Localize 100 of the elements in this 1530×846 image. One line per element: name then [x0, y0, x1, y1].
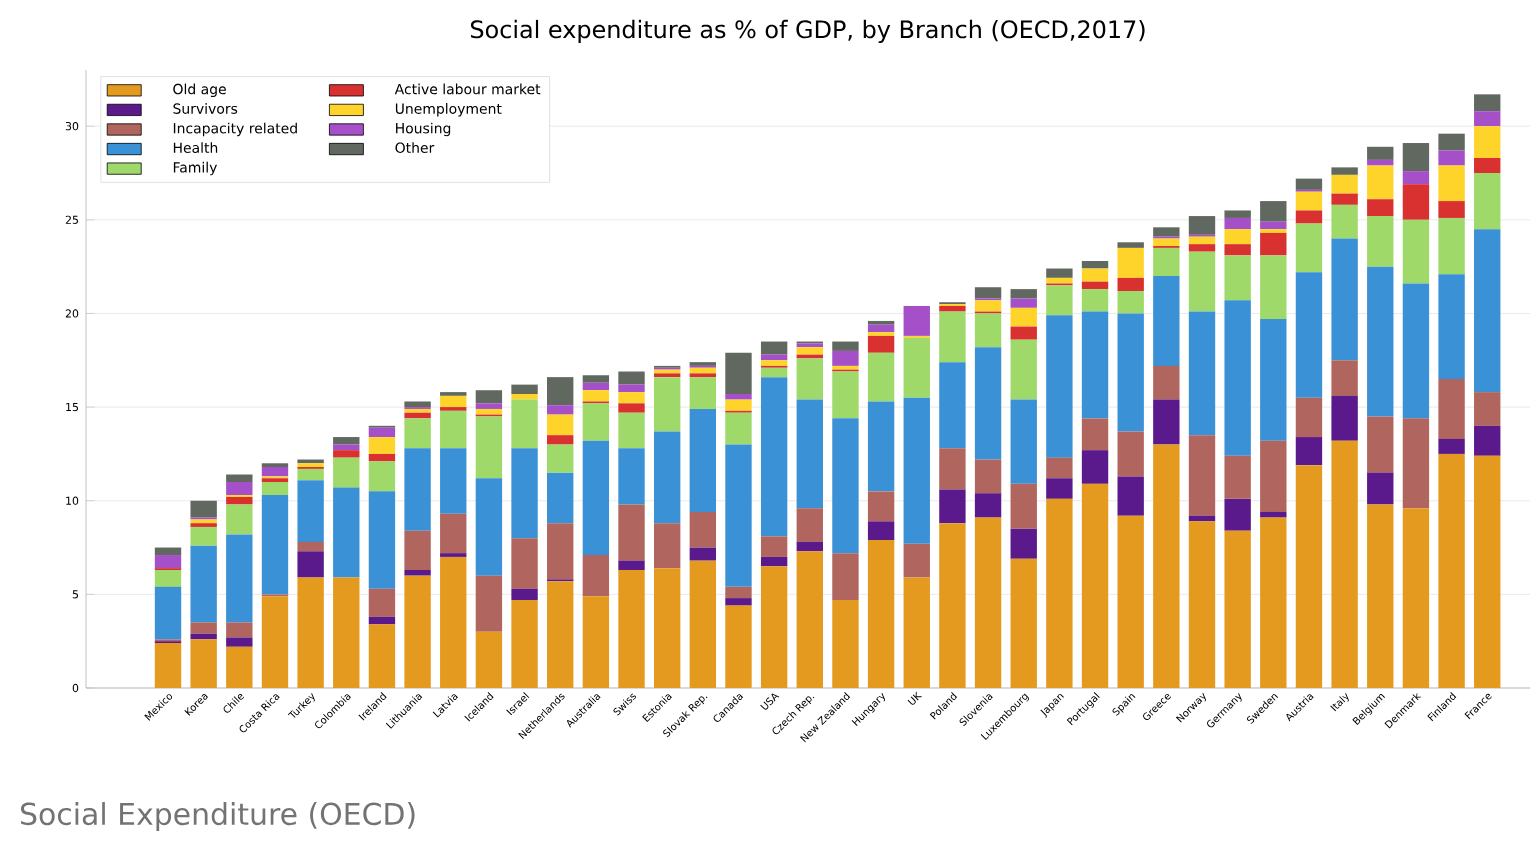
- bar: [1117, 242, 1144, 248]
- bar: [1331, 167, 1358, 175]
- bar: [1081, 261, 1109, 269]
- bar: [760, 341, 788, 355]
- bar: [368, 461, 396, 492]
- bar: [1295, 191, 1323, 211]
- bar: [618, 412, 645, 449]
- bar: [511, 399, 538, 449]
- bar: [1438, 217, 1465, 275]
- bar: [725, 393, 752, 400]
- bar: [867, 521, 895, 541]
- bar: [903, 543, 930, 578]
- bar: [618, 371, 645, 385]
- bar: [618, 570, 645, 688]
- bar: [1402, 219, 1430, 284]
- bar: [1046, 277, 1073, 284]
- bar: [1367, 472, 1394, 505]
- bar: [547, 377, 574, 406]
- bar: [1153, 276, 1180, 366]
- bar: [796, 399, 823, 509]
- bar: [440, 395, 467, 408]
- bar: [1438, 379, 1465, 439]
- bar: [903, 305, 930, 336]
- bar: [796, 551, 823, 688]
- bar: [582, 403, 610, 441]
- bar: [547, 435, 574, 445]
- bar: [796, 508, 823, 542]
- bar: [1331, 238, 1358, 361]
- bar: [297, 551, 324, 578]
- bar: [297, 541, 324, 552]
- bar: [618, 504, 645, 561]
- bar: [1224, 530, 1251, 688]
- bar: [154, 586, 182, 640]
- bar: [1402, 283, 1430, 419]
- bar: [1474, 126, 1501, 159]
- bar: [1438, 165, 1465, 202]
- bar: [1188, 236, 1216, 245]
- bar: [1260, 319, 1287, 441]
- bar: [1474, 392, 1501, 426]
- bar: [1010, 339, 1037, 400]
- bar: [618, 392, 645, 404]
- bar: [297, 577, 324, 688]
- bar: [1367, 165, 1394, 200]
- bar: [1188, 521, 1216, 688]
- bar: [1117, 476, 1144, 516]
- bar: [760, 566, 788, 688]
- bar: [475, 478, 503, 576]
- bar: [653, 568, 681, 688]
- bar: [974, 300, 1002, 312]
- bar: [1438, 150, 1465, 166]
- bar: [1331, 395, 1358, 441]
- bar: [1367, 266, 1394, 417]
- bar: [1224, 300, 1251, 456]
- bar: [760, 360, 788, 366]
- bar: [1117, 313, 1144, 432]
- bar: [1331, 440, 1358, 688]
- bar: [903, 397, 930, 544]
- bar: [1474, 425, 1501, 456]
- bar: [511, 393, 538, 400]
- bar: [796, 541, 823, 552]
- bar: [1367, 146, 1394, 160]
- bar: [475, 403, 503, 409]
- bar: [939, 489, 966, 524]
- bar: [1046, 478, 1073, 499]
- bar: [1367, 416, 1394, 473]
- bar: [475, 408, 503, 415]
- bar: [725, 444, 752, 587]
- bar: [1081, 281, 1109, 290]
- bar: [1367, 216, 1394, 267]
- bar: [1295, 223, 1323, 273]
- bar: [1260, 221, 1287, 230]
- bar: [190, 545, 217, 623]
- bar: [1474, 455, 1501, 688]
- bar: [1046, 315, 1073, 458]
- bar: [1295, 210, 1323, 224]
- bar: [511, 384, 538, 394]
- bar: [1295, 437, 1323, 466]
- bar: [368, 453, 396, 462]
- bar: [832, 350, 859, 366]
- bar: [261, 467, 289, 477]
- bar: [1260, 255, 1287, 320]
- bar: [261, 596, 289, 688]
- bar: [1260, 511, 1287, 518]
- bar: [333, 437, 360, 445]
- bar: [1188, 251, 1216, 312]
- bar: [618, 384, 645, 393]
- bar: [939, 523, 966, 688]
- bar: [1438, 453, 1465, 688]
- bar: [1153, 238, 1180, 247]
- bar: [1081, 268, 1109, 282]
- chart-title: Social expenditure as % of GDP, by Branch (OECD,2017): [470, 19, 1145, 43]
- bar: [1295, 465, 1323, 688]
- bar: [440, 410, 467, 449]
- bar: [618, 448, 645, 505]
- bar: [1402, 171, 1430, 185]
- bar: [1117, 431, 1144, 477]
- bar: [1331, 174, 1358, 194]
- bar: [867, 352, 895, 402]
- bar: [547, 414, 574, 436]
- bar: [226, 534, 253, 623]
